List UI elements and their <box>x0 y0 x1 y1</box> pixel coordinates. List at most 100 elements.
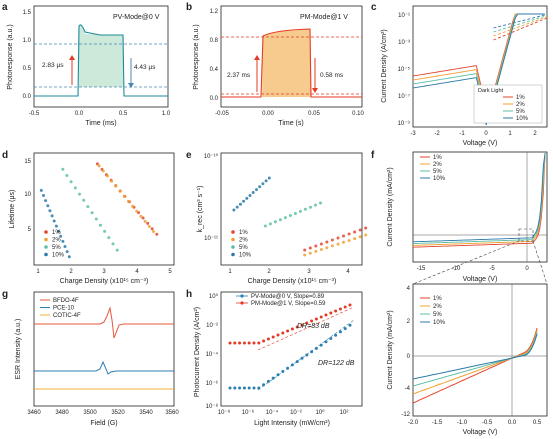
data-point <box>118 189 122 193</box>
data-point <box>141 216 145 220</box>
x-tick-labels: 1 2 3 4 <box>228 269 350 275</box>
data-point <box>314 244 318 248</box>
data-point-pv <box>252 386 256 390</box>
x-tick: 1 <box>508 131 512 137</box>
y-axis-label: Current Density (mA/cm²) <box>387 310 394 389</box>
y-tick: 10⁻⁶ <box>206 380 219 387</box>
data-point <box>258 185 262 189</box>
zoom-box <box>518 228 534 242</box>
plot-frame <box>412 5 548 128</box>
x-tick: -2.0 <box>408 420 419 426</box>
data-point <box>61 167 65 171</box>
data-point <box>319 248 323 251</box>
data-point-pm <box>252 341 256 345</box>
data-point <box>39 188 43 192</box>
data-point <box>263 224 267 228</box>
legend-item: 10% <box>239 253 252 259</box>
x-tick-labels: -0.05 0.00 0.05 0.10 <box>215 111 364 117</box>
legend-marker <box>44 245 48 249</box>
x-axis-label: Time (ms) <box>85 120 116 127</box>
data-point <box>342 240 345 244</box>
data-point-pv <box>228 386 232 390</box>
data-point <box>98 223 102 227</box>
data-point-pm <box>286 329 290 333</box>
data-point <box>273 220 277 224</box>
data-point <box>330 238 334 242</box>
data-point <box>54 224 58 228</box>
x-tick: -1 <box>459 131 465 137</box>
response-fill <box>262 29 311 97</box>
legend-item: 2% <box>433 304 442 310</box>
data-point <box>111 242 115 246</box>
x-axis-label: Time (s) <box>278 120 303 127</box>
y-tick: 4 <box>407 286 411 292</box>
data-point <box>67 255 71 259</box>
data-point <box>57 229 61 233</box>
y-tick-labels: 5 10 15 <box>24 159 31 233</box>
y-tick: 2 <box>407 319 411 325</box>
legend-marker <box>240 294 244 298</box>
x-tick: 1 <box>36 269 40 275</box>
legend-item: 5% <box>52 245 61 251</box>
y-tick: -12 <box>401 412 410 418</box>
legend-item: PV-Mode@0 V, Slope=0.89 <box>251 294 325 300</box>
mode-label: PV-Mode@0 V <box>113 14 160 21</box>
data-point <box>107 236 111 240</box>
jv-curve <box>412 332 538 387</box>
data-point-pm <box>324 313 328 317</box>
fall-arrow-head <box>128 83 134 88</box>
data-point <box>308 246 312 250</box>
y-tick-labels: 4 2 0 -4 -12 <box>401 286 410 418</box>
data-point <box>143 219 147 223</box>
data-point <box>342 234 345 238</box>
data-point <box>65 174 69 177</box>
fall-time-label: 0.58 ms <box>320 72 344 79</box>
fall-time-label: 4.43 μs <box>134 64 156 71</box>
data-point <box>293 212 297 215</box>
data-point-pv <box>319 343 323 347</box>
data-point <box>358 235 362 239</box>
x-tick: 10⁻⁶ <box>242 409 255 416</box>
panel-letter: a <box>2 2 8 13</box>
plot-frame <box>220 5 363 108</box>
data-point-pv <box>310 350 314 354</box>
y-tick: 10⁻¹¹ <box>204 236 218 242</box>
legend-item: 1% <box>239 230 248 236</box>
plot-frame <box>33 291 175 407</box>
y-tick: 1.5 <box>23 10 32 16</box>
data-point-pm <box>310 319 314 323</box>
x-tick: 3 <box>102 269 106 275</box>
legend-title: Dark Light <box>478 88 504 94</box>
data-point <box>325 246 329 250</box>
data-point <box>101 169 105 173</box>
data-point <box>139 214 143 218</box>
zoom-link-left <box>412 240 520 285</box>
x-tick: 4 <box>346 269 350 275</box>
data-point <box>82 198 86 202</box>
data-point <box>319 201 322 205</box>
x-tick-labels: -0.5 0.0 0.5 1.0 <box>29 111 171 117</box>
x-tick: -3 <box>410 131 416 137</box>
data-point-pv <box>295 360 299 364</box>
data-point-pv <box>233 386 237 390</box>
data-points <box>232 176 368 257</box>
data-point <box>235 205 239 209</box>
y-tick: 10⁻² <box>206 323 218 329</box>
data-point <box>330 244 334 248</box>
x-tick: 3520 <box>111 410 125 416</box>
data-point <box>248 194 252 197</box>
y-tick: 1.0 <box>23 38 32 44</box>
plot-frame <box>412 151 548 263</box>
fit-line-pm <box>257 306 355 351</box>
y-axis-label: Photocurrent Density (A/cm²) <box>194 307 201 397</box>
y-tick: 1.2 <box>210 9 219 15</box>
x-axis-label: Charge Density (x10¹⁵ cm⁻³) <box>248 278 337 285</box>
y-tick-labels: 10⁻¹ 10⁻³ 10⁻⁵ 10⁻⁷ 10⁻⁹ <box>398 13 411 127</box>
x-tick: 1.0 <box>162 111 171 117</box>
x-tick: 0.0 <box>75 111 84 117</box>
panel-f: f 1%2%5%10% -15 -10 -5 0 Voltage (V) Cur… <box>371 150 548 285</box>
data-point-pv <box>242 386 246 390</box>
y-tick: 10⁻⁷ <box>398 93 410 100</box>
data-point <box>115 248 119 252</box>
